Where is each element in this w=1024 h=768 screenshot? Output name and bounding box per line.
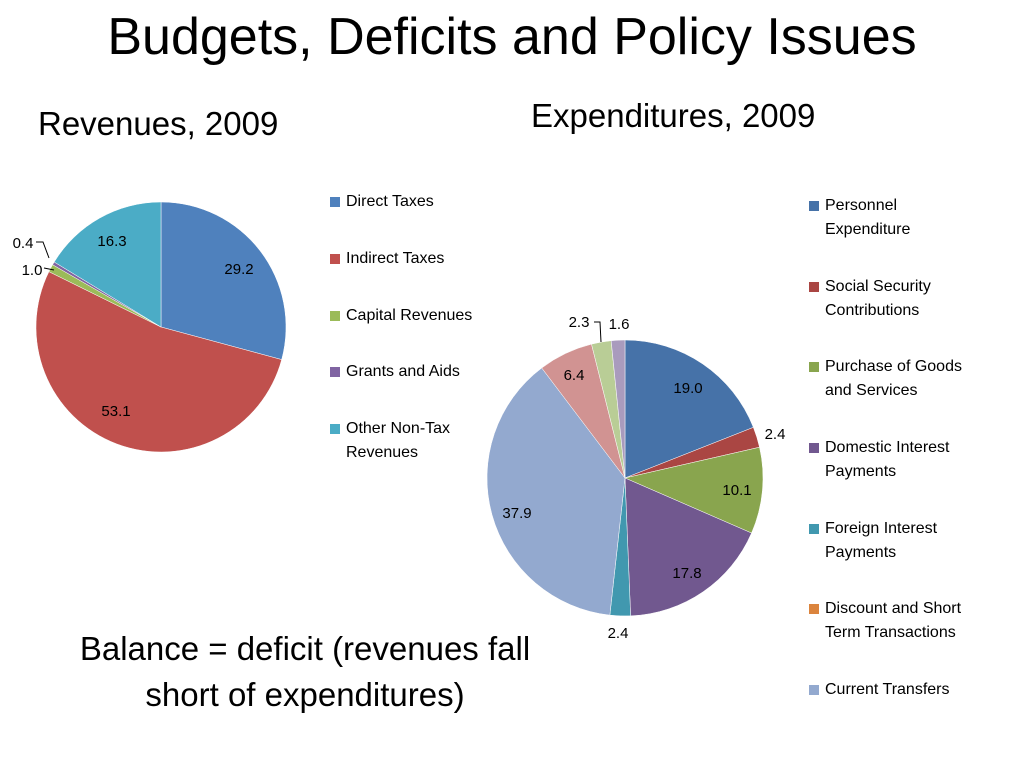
expenditures-legend-label: Current Transfers (825, 681, 950, 698)
balance-note: Balance = deficit (revenues fall short o… (40, 626, 570, 718)
expenditures-legend-label: Personnel Expenditure (825, 197, 911, 238)
expenditures-legend-swatch (809, 201, 819, 211)
revenues-slice-direct-taxes (160, 201, 287, 360)
slide-title: Budgets, Deficits and Policy Issues (107, 8, 917, 66)
expenditures-legend-swatch (809, 524, 819, 534)
expenditures-legend-label: Discount and Short Term Transactions (825, 600, 962, 641)
expenditures-slice-unlabeled-10-data-label: 1.6 (609, 316, 630, 333)
revenues-slice-grants-and-aids-leader-line (36, 241, 50, 259)
revenues-legend-label: Other Non-Tax Revenues (346, 420, 451, 461)
revenues-legend-swatch (330, 367, 340, 377)
revenues-slice-grants-and-aids-data-label: 0.4 (13, 235, 34, 252)
revenues-legend-label: Capital Revenues (346, 307, 473, 324)
expenditures-chart-title: Expenditures, 2009 (531, 97, 816, 134)
revenues-slice-other-non-tax-revenues (53, 201, 162, 328)
expenditures-slice-unlabeled-9-leader-line (594, 321, 602, 343)
expenditures-slice-unlabeled-10 (610, 339, 626, 479)
revenues-slice-other-non-tax-revenues-data-label: 16.3 (97, 233, 126, 250)
expenditures-slice-unlabeled-9-data-label: 2.3 (569, 314, 590, 331)
revenues-legend-label: Direct Taxes (346, 193, 434, 210)
revenues-chart-title: Revenues, 2009 (38, 105, 279, 142)
revenues-legend-swatch (330, 254, 340, 264)
revenues-legend-swatch (330, 424, 340, 434)
expenditures-slice-domestic-interest-payments (624, 477, 752, 617)
revenues-slice-direct-taxes-data-label: 29.2 (224, 261, 253, 278)
expenditures-slice-current-transfers (486, 367, 626, 616)
revenues-pie: 29.2 53.1 1.0 0.4 16.3 (13, 201, 287, 453)
expenditures-legend-label: Social Security Contributions (825, 278, 931, 319)
expenditures-pie: 19.0 2.4 10.1 17.8 2.4 37.9 6.4 2.3 1.6 (486, 314, 786, 642)
revenues-legend-label: Indirect Taxes (346, 250, 445, 267)
revenues-slice-capital-revenues-data-label: 1.0 (22, 262, 43, 279)
expenditures-slice-unlabeled-8-data-label: 6.4 (564, 367, 585, 384)
expenditures-slice-domestic-interest-payments-data-label: 17.8 (672, 565, 701, 582)
expenditures-slice-social-security-contributions-data-label: 2.4 (765, 426, 786, 443)
revenues-legend-swatch (330, 311, 340, 321)
expenditures-legend-label: Foreign Interest Payments (825, 520, 938, 561)
expenditures-slice-foreign-interest-payments-data-label: 2.4 (608, 625, 629, 642)
expenditures-legend-swatch (809, 443, 819, 453)
revenues-slice-indirect-taxes (35, 271, 282, 453)
expenditures-legend-swatch (809, 685, 819, 695)
revenues-slice-capital-revenues-leader-line (43, 267, 55, 271)
balance-note-line-1: Balance = deficit (revenues fall (79, 630, 531, 667)
expenditures-slice-purchase-of-goods-and-services-data-label: 10.1 (722, 482, 751, 499)
expenditures-slice-purchase-of-goods-and-services (624, 446, 764, 534)
expenditures-slice-personnel-expenditure-data-label: 19.0 (673, 380, 702, 397)
revenues-slice-indirect-taxes-data-label: 53.1 (101, 403, 130, 420)
expenditures-legend-swatch (809, 604, 819, 614)
balance-note-line-2: short of expenditures) (145, 676, 465, 713)
expenditures-legend-label: Domestic Interest Payments (825, 439, 950, 480)
expenditures-legend-swatch (809, 282, 819, 292)
expenditures-legend-label: Purchase of Goods and Services (825, 358, 962, 399)
revenues-legend-label: Grants and Aids (346, 363, 460, 380)
expenditures-legend-swatch (809, 362, 819, 372)
revenues-legend-swatch (330, 197, 340, 207)
expenditures-slice-current-transfers-data-label: 37.9 (502, 505, 531, 522)
expenditures-slice-personnel-expenditure (624, 339, 754, 479)
